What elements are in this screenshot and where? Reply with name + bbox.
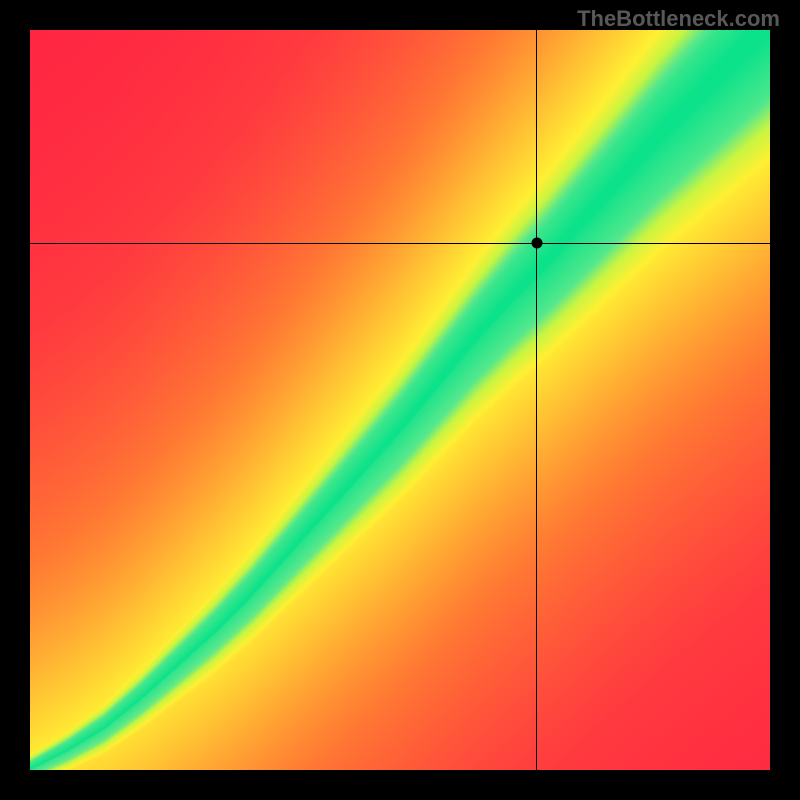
crosshair-vertical bbox=[536, 30, 537, 770]
chart-container: TheBottleneck.com bbox=[0, 0, 800, 800]
watermark-label: TheBottleneck.com bbox=[577, 6, 780, 32]
crosshair-horizontal bbox=[30, 243, 770, 244]
target-point bbox=[531, 238, 542, 249]
heatmap-canvas bbox=[30, 30, 770, 770]
heatmap-plot bbox=[30, 30, 770, 770]
